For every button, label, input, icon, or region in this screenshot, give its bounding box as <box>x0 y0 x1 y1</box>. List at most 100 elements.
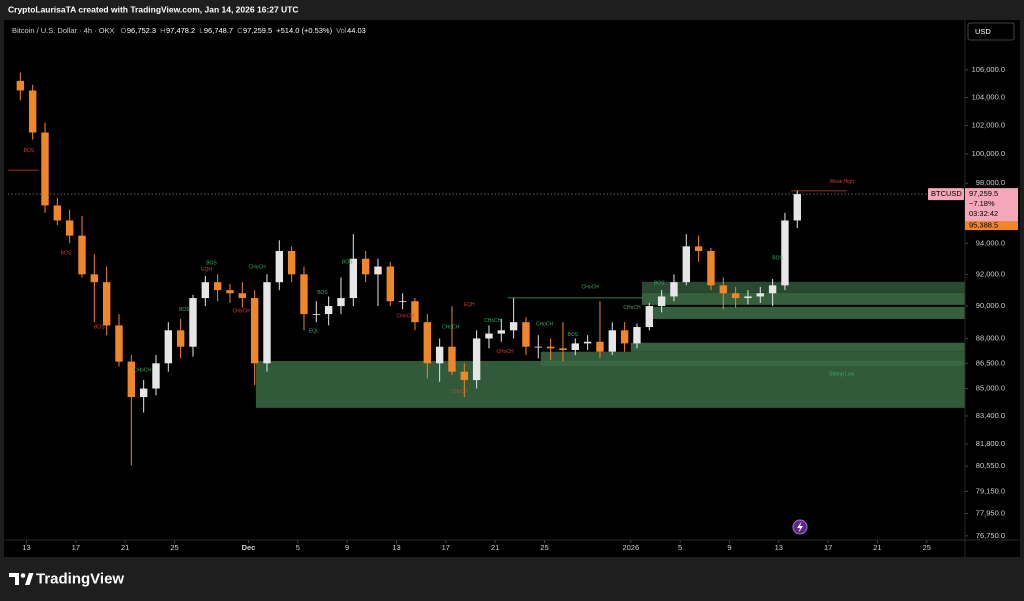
candle-body <box>226 290 234 294</box>
lightning-icon[interactable] <box>792 519 808 535</box>
annotation: EQH <box>201 267 212 273</box>
candle-body <box>497 330 505 334</box>
candle-body <box>435 346 444 364</box>
y-tick-label: 79,150.0 <box>976 486 1005 495</box>
symbol-tag <box>928 188 964 201</box>
candle-body <box>374 266 382 275</box>
candle-body <box>608 330 616 352</box>
annotation: CHoCH <box>396 313 414 319</box>
candle-body <box>176 330 185 347</box>
annotation: Weak High <box>829 179 854 185</box>
annotation: CHoCH <box>581 284 599 290</box>
legend-header: Bitcoin / U.S. Dollar · 4h · OKX O 96,752.… <box>12 26 366 35</box>
candle-body <box>571 343 579 351</box>
candle-body <box>65 220 74 236</box>
candle-body <box>263 282 271 364</box>
annotation: BOS <box>654 280 665 286</box>
candle-body <box>756 293 764 297</box>
candle-body <box>102 282 111 326</box>
candle-body <box>731 293 740 299</box>
logo-part <box>20 573 26 578</box>
x-tick-label: 17 <box>824 543 832 552</box>
candle-body <box>337 298 345 307</box>
x-tick-label: 5 <box>296 543 300 552</box>
candle-body <box>707 250 715 286</box>
candle-body <box>411 301 419 323</box>
x-tick-label: 13 <box>392 543 400 552</box>
candle-body <box>583 341 592 344</box>
annotation: BOS <box>342 259 353 265</box>
annotation: CHoCH <box>451 389 469 395</box>
brand-logo <box>9 573 34 585</box>
y-tick-label: 106,000.0 <box>972 65 1005 74</box>
prev-price-text: 95,388.5 <box>969 221 998 230</box>
candle-body <box>645 306 653 328</box>
prev-price-tag <box>965 220 1018 231</box>
x-tick-label: 21 <box>491 543 499 552</box>
candle-body <box>28 90 37 133</box>
annotation: BOS <box>94 324 105 330</box>
y-tick-label: 100,000.0 <box>972 149 1005 158</box>
candle-body <box>250 298 259 364</box>
candle-body <box>213 282 222 291</box>
annotation: BOS <box>61 250 72 256</box>
x-tick-label: 25 <box>170 543 178 552</box>
currency-button[interactable] <box>967 22 1015 41</box>
candle-body <box>164 330 173 364</box>
candle-body <box>361 258 370 275</box>
x-tick-label: 9 <box>727 543 731 552</box>
legend-text: +514.0 (+0.53%) <box>276 26 332 35</box>
x-tick-label: 13 <box>22 543 30 552</box>
zone <box>630 342 965 352</box>
annotation: CHoCH <box>232 308 250 314</box>
y-tick-label: 92,000.0 <box>976 269 1005 278</box>
candle-body <box>682 246 690 283</box>
price-tag: 95,388.5 BTCUSD 97,259.5−7.18%03:32:42 <box>928 188 1018 231</box>
candle-body <box>324 306 333 315</box>
y-tick-label: 85,000.0 <box>976 384 1005 393</box>
candle-body <box>768 285 777 294</box>
candle-body <box>16 80 25 91</box>
y-tick-label: 94,000.0 <box>976 238 1005 247</box>
legend-text: 96,748.7 <box>204 26 233 35</box>
zone <box>540 351 965 366</box>
annotation: BOS <box>206 261 217 267</box>
zone <box>641 281 965 293</box>
y-tick-label: 76,750.0 <box>976 531 1005 540</box>
x-tick-label: 9 <box>345 543 349 552</box>
brand-name: TradingView <box>36 570 124 587</box>
candle-body <box>559 348 567 351</box>
annotation: Strong Low <box>829 371 855 377</box>
candle-body <box>534 346 542 348</box>
annotation: CHoCH <box>134 367 152 373</box>
y-tick-label: 88,000.0 <box>976 333 1005 342</box>
annotation: CHoCH <box>484 318 502 324</box>
annotation: BOS <box>24 148 35 154</box>
x-tick-label: 5 <box>678 543 682 552</box>
y-tick-label: 98,000.0 <box>976 178 1005 187</box>
candle-body <box>719 285 727 294</box>
y-tick-label: 104,000.0 <box>972 92 1005 101</box>
candle-body <box>620 330 629 344</box>
candle-body <box>670 282 678 297</box>
candle-body <box>744 296 752 299</box>
candle-body <box>90 274 99 283</box>
candle-body <box>139 388 148 398</box>
candle-body <box>596 341 604 352</box>
price-tag-change: −7.18% <box>969 199 995 208</box>
annotation: CHoCH <box>496 349 514 355</box>
y-tick-label: 80,550.0 <box>976 461 1005 470</box>
candle-body <box>398 301 407 303</box>
legend-text: O <box>121 26 127 35</box>
annotation: BOS <box>772 255 783 261</box>
annotation: CHoCH <box>248 265 266 271</box>
legend-text: 97,478.2 <box>166 26 195 35</box>
candle-body <box>41 132 49 206</box>
candle-body <box>78 235 86 275</box>
y-tick-label: 77,950.0 <box>976 508 1005 517</box>
top-bar-text: CryptoLaurisaTA created with TradingView… <box>8 4 299 14</box>
y-tick-label: 102,000.0 <box>972 120 1005 129</box>
price-tag-countdown: 03:32:42 <box>969 209 998 218</box>
candle-body <box>349 258 358 299</box>
